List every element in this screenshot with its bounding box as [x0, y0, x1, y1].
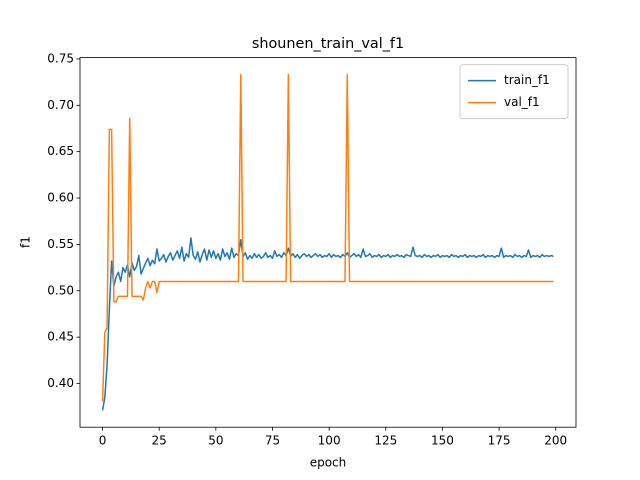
- x-tick-label: 75: [265, 434, 280, 448]
- x-tick-label: 25: [152, 434, 167, 448]
- y-tick-label: 0.70: [47, 98, 74, 112]
- chart-title: shounen_train_val_f1: [252, 36, 404, 52]
- x-tick-label: 0: [99, 434, 107, 448]
- y-tick-label: 0.75: [47, 51, 74, 65]
- x-axis-label: epoch: [310, 456, 347, 470]
- y-axis-label: f1: [19, 236, 33, 248]
- axes-frame: [79, 57, 577, 428]
- x-tick-label: 100: [318, 434, 341, 448]
- x-tick-label: 200: [544, 434, 567, 448]
- y-tick-label: 0.60: [47, 191, 74, 205]
- y-tick-label: 0.65: [47, 144, 74, 158]
- legend-label: val_f1: [504, 95, 540, 109]
- y-tick-label: 0.45: [47, 330, 74, 344]
- y-tick-label: 0.40: [47, 376, 74, 390]
- y-tick-label: 0.55: [47, 237, 74, 251]
- x-tick-label: 175: [488, 434, 511, 448]
- line-series: [101, 73, 554, 402]
- x-tick-label: 50: [208, 434, 223, 448]
- legend-label: train_f1: [504, 73, 550, 87]
- y-tick-label: 0.50: [47, 283, 74, 297]
- line-series: [101, 237, 554, 411]
- legend-box: [459, 64, 569, 120]
- x-tick-label: 150: [431, 434, 454, 448]
- x-tick-label: 125: [374, 434, 397, 448]
